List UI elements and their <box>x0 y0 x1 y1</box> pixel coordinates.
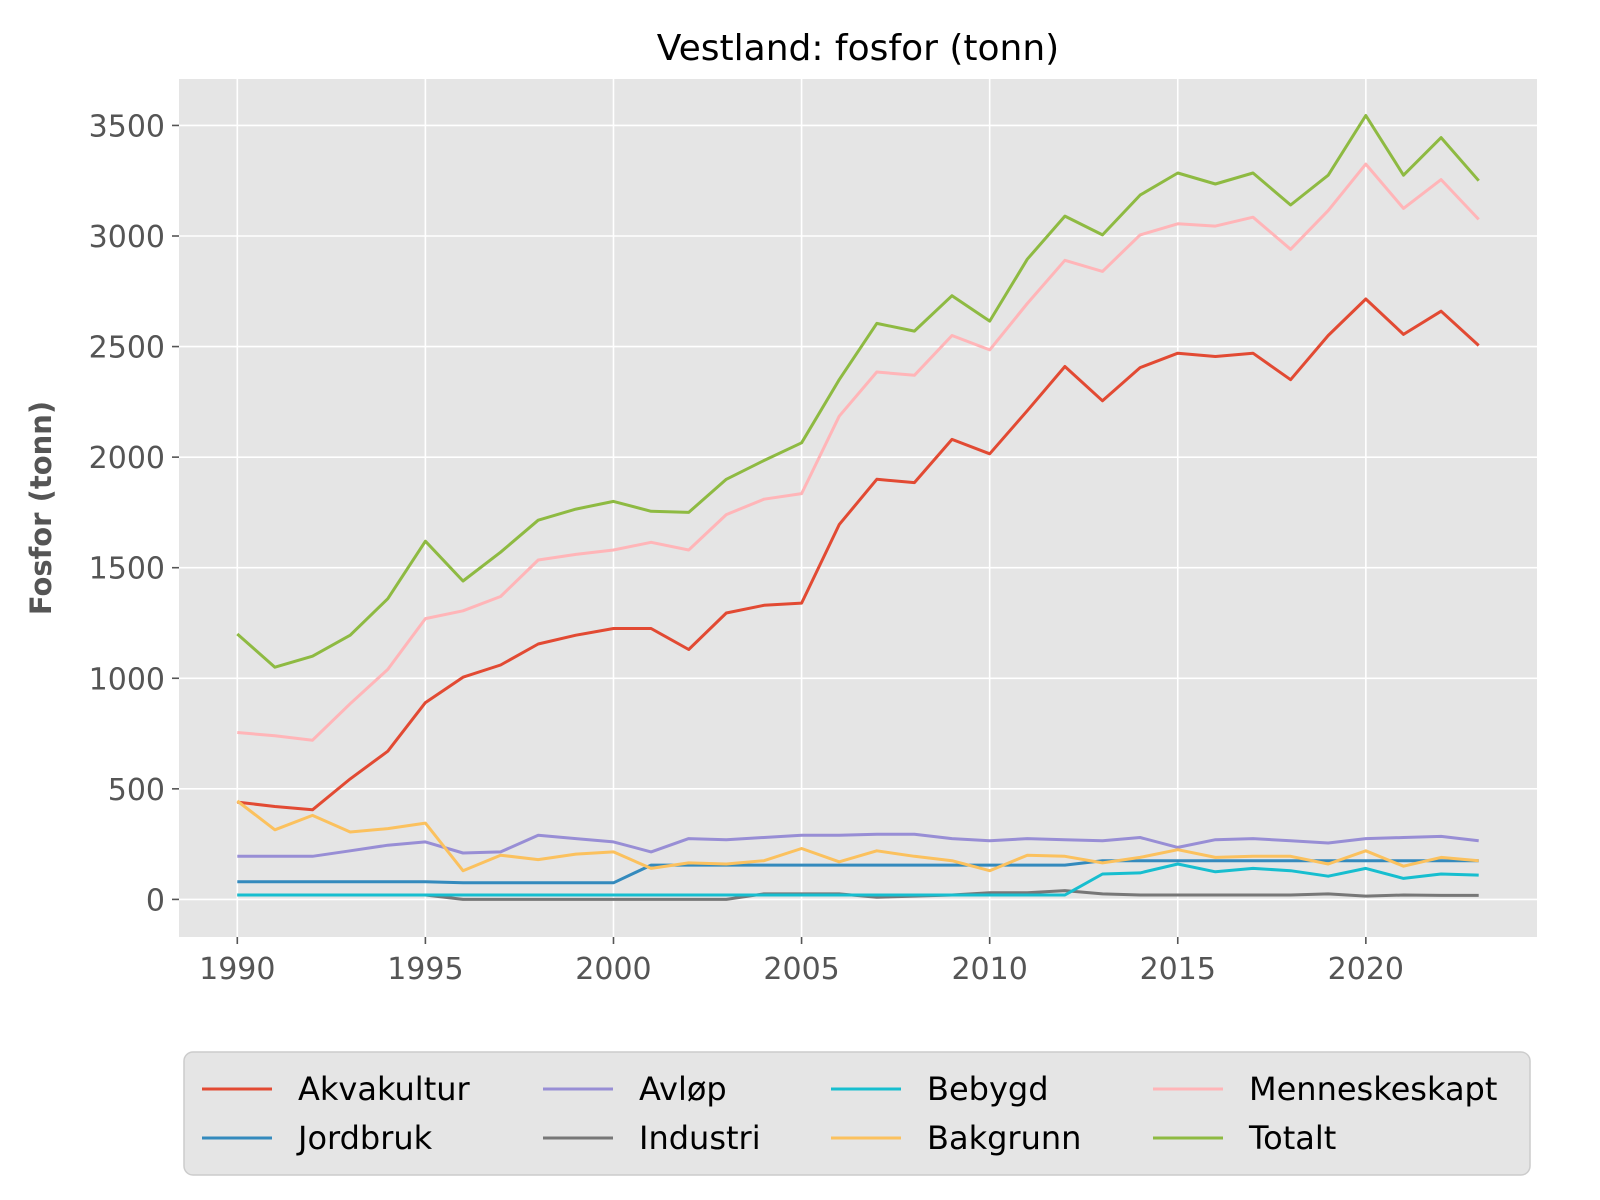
y-tick-label: 2000 <box>89 441 165 476</box>
series-line-menneskeskapt <box>237 162 1480 742</box>
x-tick-label: 1990 <box>199 952 275 987</box>
x-tick-label: 1995 <box>387 952 463 987</box>
y-axis-ticks: 0 500 1000 1500 2000 2500 3000 3500 <box>89 109 179 918</box>
x-axis-ticks: 1990 1995 2000 2005 2010 2015 2020 <box>199 937 1404 987</box>
x-tick-label: 2015 <box>1140 952 1216 987</box>
series-line-jordbruk <box>237 859 1479 885</box>
y-tick-label: 3000 <box>89 220 165 255</box>
y-tick-label: 1000 <box>89 662 165 697</box>
series-line-bebygd <box>237 862 1479 897</box>
legend-label-jordbruk: Jordbruk <box>296 1119 433 1157</box>
chart-title: Vestland: fosfor (tonn) <box>657 28 1059 69</box>
legend-box <box>183 1051 1531 1176</box>
legend-label-bakgrunn: Bakgrunn <box>927 1119 1081 1157</box>
y-tick-label: 3500 <box>89 109 165 144</box>
legend-label-bebygd: Bebygd <box>927 1070 1049 1108</box>
series-lines <box>236 114 1480 901</box>
legend-label-avl-p: Avløp <box>639 1070 727 1108</box>
y-tick-label: 0 <box>146 883 165 918</box>
series-line-akvakultur <box>237 297 1480 812</box>
plot-background <box>179 79 1537 937</box>
legend-label-menneskeskapt: Menneskeskapt <box>1249 1070 1497 1108</box>
legend-label-industri: Industri <box>639 1119 761 1157</box>
legend-label-totalt: Totalt <box>1248 1119 1336 1157</box>
x-tick-label: 2005 <box>763 952 839 987</box>
grid-lines <box>179 79 1537 937</box>
legend-label-akvakultur: Akvakultur <box>298 1070 471 1108</box>
series-line-bakgrunn <box>236 799 1479 873</box>
series-line-totalt <box>236 114 1480 669</box>
x-tick-label: 2010 <box>951 952 1027 987</box>
y-tick-label: 2500 <box>89 331 165 366</box>
legend: Akvakultur Jordbruk Avløp Industri Bebygd Bak… <box>183 1051 1531 1176</box>
y-axis-label: Fosfor (tonn) <box>24 401 58 615</box>
y-tick-label: 1500 <box>89 552 165 587</box>
x-tick-label: 2000 <box>575 952 651 987</box>
x-tick-label: 2020 <box>1328 952 1404 987</box>
y-tick-label: 500 <box>108 773 165 808</box>
